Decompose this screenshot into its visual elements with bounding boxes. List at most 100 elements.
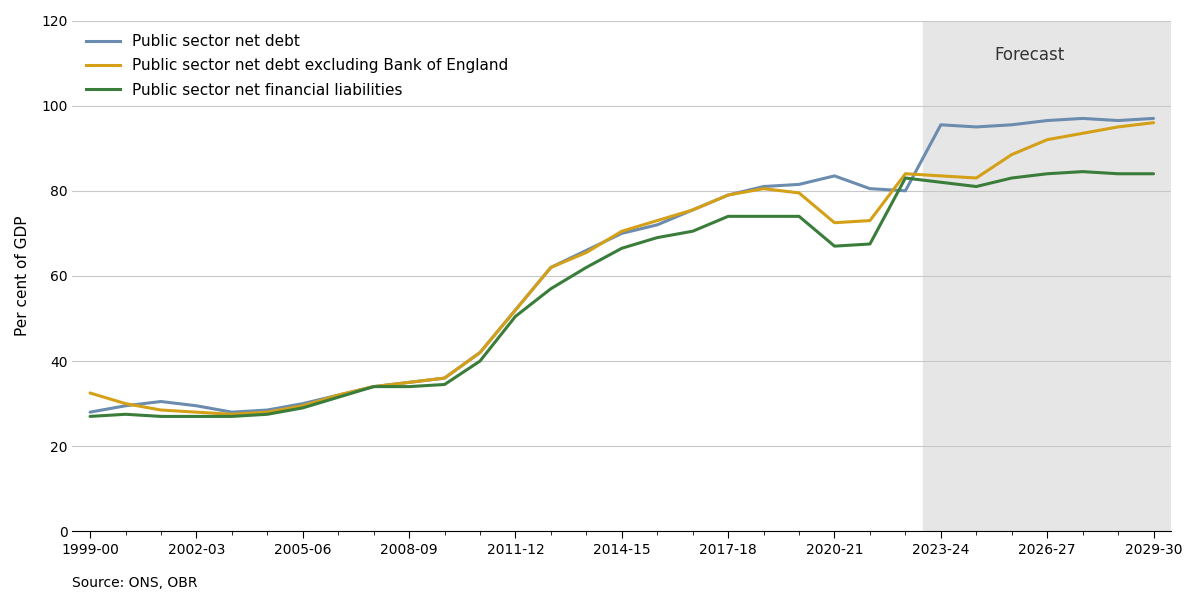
Public sector net debt excluding Bank of England (473, 349, 487, 356)
Text: Source: ONS, OBR: Source: ONS, OBR (72, 576, 198, 590)
Public sector net debt excluding Bank of England (331, 392, 346, 399)
Public sector net debt (1040, 117, 1055, 124)
Public sector net financial liabilities (580, 264, 594, 271)
Public sector net debt excluding Bank of England (792, 190, 806, 197)
Public sector net debt (1111, 117, 1126, 124)
Line: Public sector net financial liabilities: Public sector net financial liabilities (90, 172, 1153, 417)
Public sector net debt (827, 172, 841, 179)
Public sector net financial liabilities (792, 213, 806, 220)
Public sector net debt (154, 398, 168, 405)
Public sector net financial liabilities (509, 313, 523, 320)
Public sector net debt excluding Bank of England (1004, 151, 1019, 158)
Public sector net debt excluding Bank of England (827, 219, 841, 226)
Public sector net financial liabilities (685, 228, 700, 235)
Public sector net financial liabilities (970, 183, 984, 190)
Public sector net debt excluding Bank of England (1146, 119, 1160, 126)
Public sector net financial liabilities (473, 358, 487, 365)
Public sector net debt excluding Bank of England (898, 170, 912, 178)
Public sector net financial liabilities (224, 413, 239, 420)
Public sector net debt excluding Bank of England (402, 379, 416, 386)
Public sector net debt excluding Bank of England (437, 374, 451, 381)
Line: Public sector net debt: Public sector net debt (90, 119, 1153, 412)
Public sector net debt (685, 206, 700, 213)
Public sector net debt excluding Bank of England (224, 411, 239, 418)
Public sector net financial liabilities (83, 413, 97, 420)
Public sector net financial liabilities (190, 413, 204, 420)
Public sector net debt (190, 402, 204, 409)
Public sector net debt (509, 306, 523, 313)
Public sector net debt (119, 402, 133, 409)
Public sector net debt (260, 406, 275, 414)
Public sector net financial liabilities (1040, 170, 1055, 178)
Public sector net financial liabilities (721, 213, 736, 220)
Public sector net financial liabilities (898, 175, 912, 182)
Public sector net debt (331, 392, 346, 399)
Public sector net financial liabilities (934, 179, 948, 186)
Public sector net debt excluding Bank of England (756, 185, 770, 193)
Public sector net debt (1075, 115, 1090, 122)
Public sector net debt (934, 121, 948, 128)
Public sector net debt excluding Bank of England (544, 264, 558, 271)
Public sector net debt (970, 123, 984, 131)
Public sector net debt (83, 409, 97, 416)
Public sector net debt excluding Bank of England (863, 217, 877, 224)
Public sector net debt (437, 374, 451, 381)
Public sector net financial liabilities (756, 213, 770, 220)
Text: Forecast: Forecast (995, 45, 1064, 64)
Public sector net financial liabilities (437, 381, 451, 388)
Public sector net debt excluding Bank of England (685, 206, 700, 213)
Public sector net debt excluding Bank of England (190, 409, 204, 416)
Public sector net financial liabilities (331, 394, 346, 401)
Public sector net financial liabilities (827, 243, 841, 250)
Bar (923, 20, 1171, 532)
Public sector net debt (756, 183, 770, 190)
Public sector net debt (650, 221, 665, 228)
Public sector net debt excluding Bank of England (154, 406, 168, 414)
Public sector net debt excluding Bank of England (1075, 130, 1090, 137)
Public sector net financial liabilities (544, 285, 558, 292)
Public sector net debt excluding Bank of England (260, 409, 275, 416)
Public sector net financial liabilities (1004, 175, 1019, 182)
Public sector net debt (792, 181, 806, 188)
Public sector net financial liabilities (1146, 170, 1160, 178)
Public sector net debt excluding Bank of England (580, 249, 594, 256)
Public sector net debt (473, 349, 487, 356)
Public sector net financial liabilities (295, 404, 310, 411)
Public sector net debt excluding Bank of England (509, 306, 523, 313)
Public sector net debt (224, 409, 239, 416)
Public sector net debt excluding Bank of England (970, 175, 984, 182)
Public sector net debt (863, 185, 877, 193)
Public sector net debt (366, 383, 380, 390)
Public sector net debt excluding Bank of England (1040, 136, 1055, 143)
Public sector net debt excluding Bank of England (934, 172, 948, 179)
Public sector net financial liabilities (154, 413, 168, 420)
Public sector net debt excluding Bank of England (119, 400, 133, 407)
Public sector net debt (614, 230, 629, 237)
Public sector net financial liabilities (119, 411, 133, 418)
Public sector net debt excluding Bank of England (366, 383, 380, 390)
Public sector net debt (721, 191, 736, 198)
Public sector net debt (544, 264, 558, 271)
Public sector net financial liabilities (614, 245, 629, 252)
Public sector net debt (295, 400, 310, 407)
Y-axis label: Per cent of GDP: Per cent of GDP (14, 216, 30, 336)
Public sector net debt (1004, 121, 1019, 128)
Public sector net financial liabilities (1111, 170, 1126, 178)
Public sector net financial liabilities (402, 383, 416, 390)
Public sector net debt (1146, 115, 1160, 122)
Public sector net debt excluding Bank of England (650, 217, 665, 224)
Legend: Public sector net debt, Public sector net debt excluding Bank of England, Public: Public sector net debt, Public sector ne… (80, 28, 515, 104)
Public sector net debt excluding Bank of England (83, 389, 97, 396)
Public sector net financial liabilities (260, 411, 275, 418)
Public sector net financial liabilities (650, 234, 665, 241)
Public sector net debt excluding Bank of England (721, 191, 736, 198)
Public sector net financial liabilities (366, 383, 380, 390)
Public sector net debt excluding Bank of England (614, 228, 629, 235)
Public sector net debt (402, 379, 416, 386)
Line: Public sector net debt excluding Bank of England: Public sector net debt excluding Bank of… (90, 123, 1153, 414)
Public sector net debt (580, 247, 594, 254)
Public sector net debt excluding Bank of England (295, 402, 310, 409)
Public sector net debt (898, 187, 912, 194)
Public sector net financial liabilities (863, 240, 877, 247)
Public sector net debt excluding Bank of England (1111, 123, 1126, 131)
